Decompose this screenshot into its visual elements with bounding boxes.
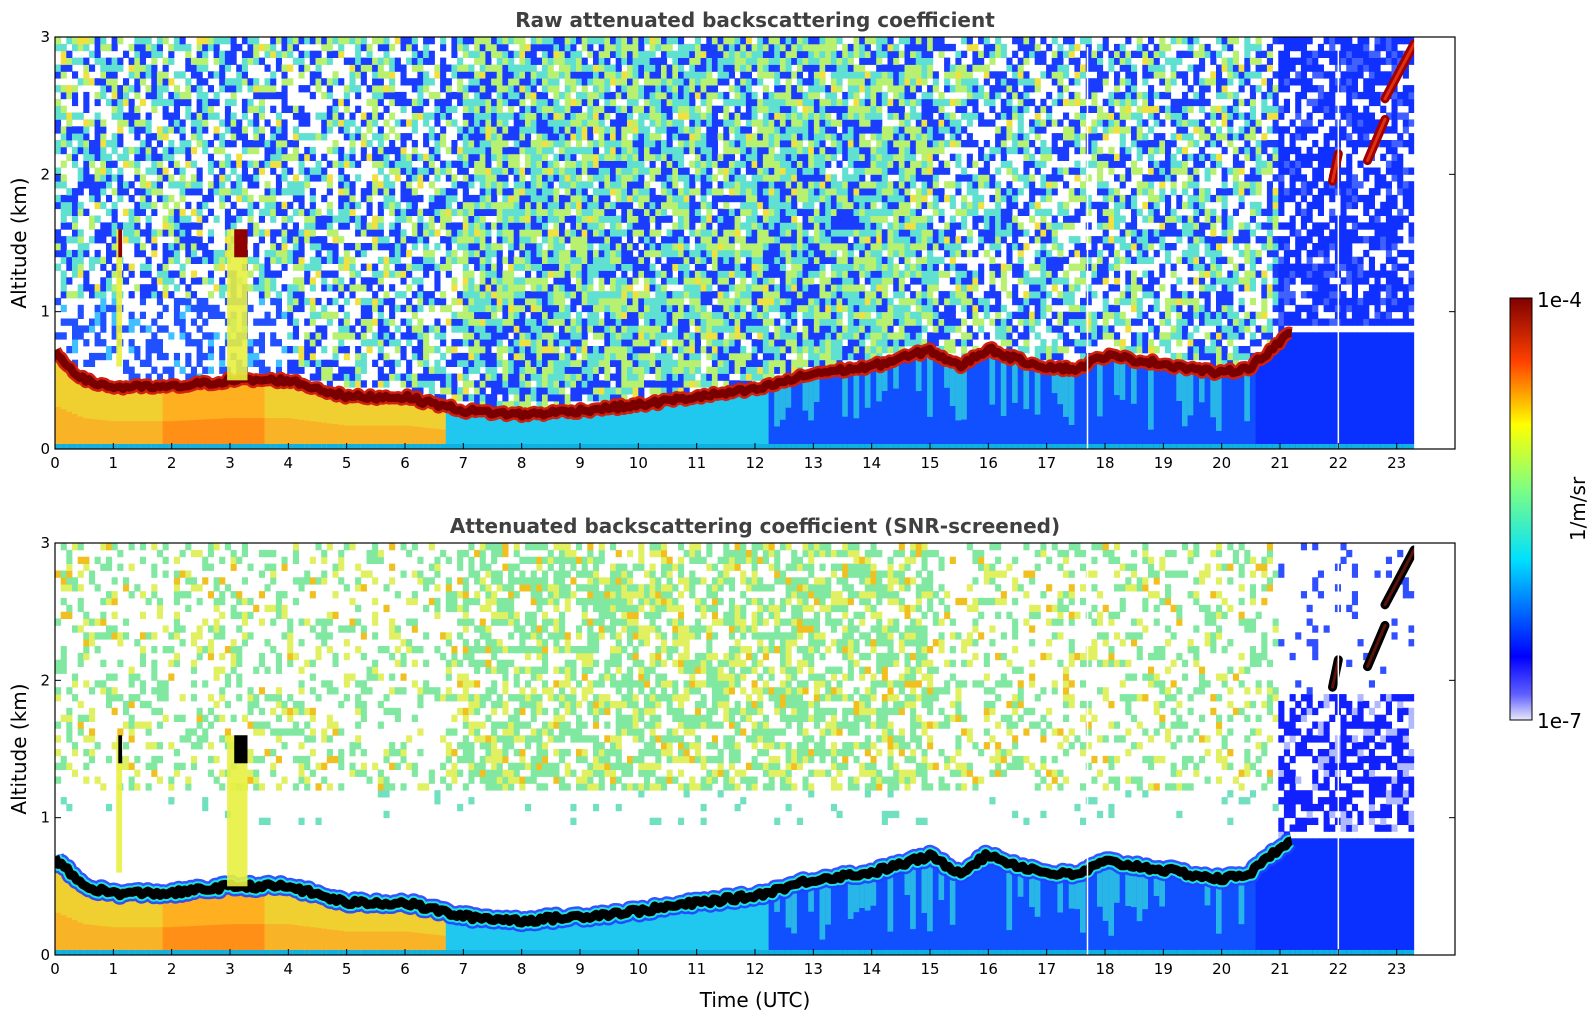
x-tick-label: 9 xyxy=(575,960,585,978)
x-tick-label: 13 xyxy=(804,960,823,978)
panel-raw: Raw attenuated backscattering coefficien… xyxy=(7,8,1456,472)
x-tick-label: 5 xyxy=(342,454,352,472)
x-tick-label: 19 xyxy=(1154,454,1173,472)
x-tick-label: 15 xyxy=(920,454,939,472)
x-tick-label: 16 xyxy=(979,454,998,472)
x-tick-label: 16 xyxy=(979,960,998,978)
x-ticks-raw: 0 1 2 3 4 5 6 7 8 9 10 11 12 13 14 15 16 17 18 19 20 21 22 23 xyxy=(50,443,1406,472)
x-tick-label: 2 xyxy=(167,454,177,472)
x-tick-label: 3 xyxy=(225,960,235,978)
x-tick-label: 21 xyxy=(1270,960,1289,978)
x-tick-label: 11 xyxy=(687,454,706,472)
x-tick-label: 12 xyxy=(745,454,764,472)
y-tick-label: 1 xyxy=(40,303,50,321)
colorbar-max-label: 1e-4 xyxy=(1537,288,1582,312)
x-tick-label: 9 xyxy=(575,454,585,472)
y-tick-label: 1 xyxy=(40,809,50,827)
colorbar-unit-label: 1/m/sr xyxy=(1566,476,1590,541)
x-ticks-screened: 0 1 2 3 4 5 6 7 8 9 10 11 12 13 14 15 16 17 18 19 20 21 22 23 xyxy=(50,949,1406,978)
colorbar-min-label: 1e-7 xyxy=(1537,709,1582,733)
x-tick-label: 12 xyxy=(745,960,764,978)
x-tick-label: 2 xyxy=(167,960,177,978)
x-tick-label: 5 xyxy=(342,960,352,978)
heatmap-raw xyxy=(55,37,1455,449)
x-tick-label: 20 xyxy=(1212,454,1231,472)
x-tick-label: 14 xyxy=(862,960,881,978)
x-tick-label: 23 xyxy=(1387,960,1406,978)
x-tick-label: 8 xyxy=(517,454,527,472)
x-tick-label: 1 xyxy=(109,960,119,978)
y-tick-label: 0 xyxy=(40,440,50,458)
x-tick-label: 18 xyxy=(1095,960,1114,978)
x-tick-label: 22 xyxy=(1329,454,1348,472)
x-tick-label: 11 xyxy=(687,960,706,978)
panel-title-screened: Attenuated backscattering coefficient (S… xyxy=(450,514,1060,538)
x-tick-label: 10 xyxy=(629,960,648,978)
colorbar-gradient xyxy=(1509,297,1533,721)
x-tick-label: 21 xyxy=(1270,454,1289,472)
y-axis-label-raw: Altitude (km) xyxy=(7,177,31,308)
y-tick-label: 2 xyxy=(40,671,50,689)
heatmap-screened xyxy=(55,543,1455,955)
x-tick-label: 7 xyxy=(459,454,469,472)
x-tick-label: 20 xyxy=(1212,960,1231,978)
x-tick-label: 7 xyxy=(459,960,469,978)
y-ticks-raw: 0 1 2 3 xyxy=(40,28,1455,458)
x-tick-label: 3 xyxy=(225,454,235,472)
x-tick-label: 19 xyxy=(1154,960,1173,978)
x-tick-label: 4 xyxy=(284,454,294,472)
x-tick-label: 15 xyxy=(920,960,939,978)
x-tick-label: 0 xyxy=(50,960,60,978)
x-tick-label: 23 xyxy=(1387,454,1406,472)
x-tick-label: 0 xyxy=(50,454,60,472)
x-tick-label: 8 xyxy=(517,960,527,978)
panel-screened: Attenuated backscattering coefficient (S… xyxy=(7,514,1456,1012)
x-tick-label: 6 xyxy=(400,960,410,978)
y-ticks-screened: 0 1 2 3 xyxy=(40,534,1455,964)
y-tick-label: 2 xyxy=(40,165,50,183)
x-tick-label: 6 xyxy=(400,454,410,472)
x-tick-label: 22 xyxy=(1329,960,1348,978)
colorbar: 1e-4 1e-7 1/m/sr xyxy=(1509,288,1590,733)
x-tick-label: 4 xyxy=(284,960,294,978)
x-tick-label: 14 xyxy=(862,454,881,472)
panel-title-raw: Raw attenuated backscattering coefficien… xyxy=(515,8,995,32)
x-tick-label: 17 xyxy=(1037,960,1056,978)
y-axis-label-screened: Altitude (km) xyxy=(7,683,31,814)
y-tick-label: 0 xyxy=(40,946,50,964)
x-tick-label: 17 xyxy=(1037,454,1056,472)
x-tick-label: 10 xyxy=(629,454,648,472)
x-tick-label: 18 xyxy=(1095,454,1114,472)
y-tick-label: 3 xyxy=(40,28,50,46)
x-axis-label: Time (UTC) xyxy=(699,988,811,1012)
y-tick-label: 3 xyxy=(40,534,50,552)
x-tick-label: 1 xyxy=(109,454,119,472)
x-tick-label: 13 xyxy=(804,454,823,472)
